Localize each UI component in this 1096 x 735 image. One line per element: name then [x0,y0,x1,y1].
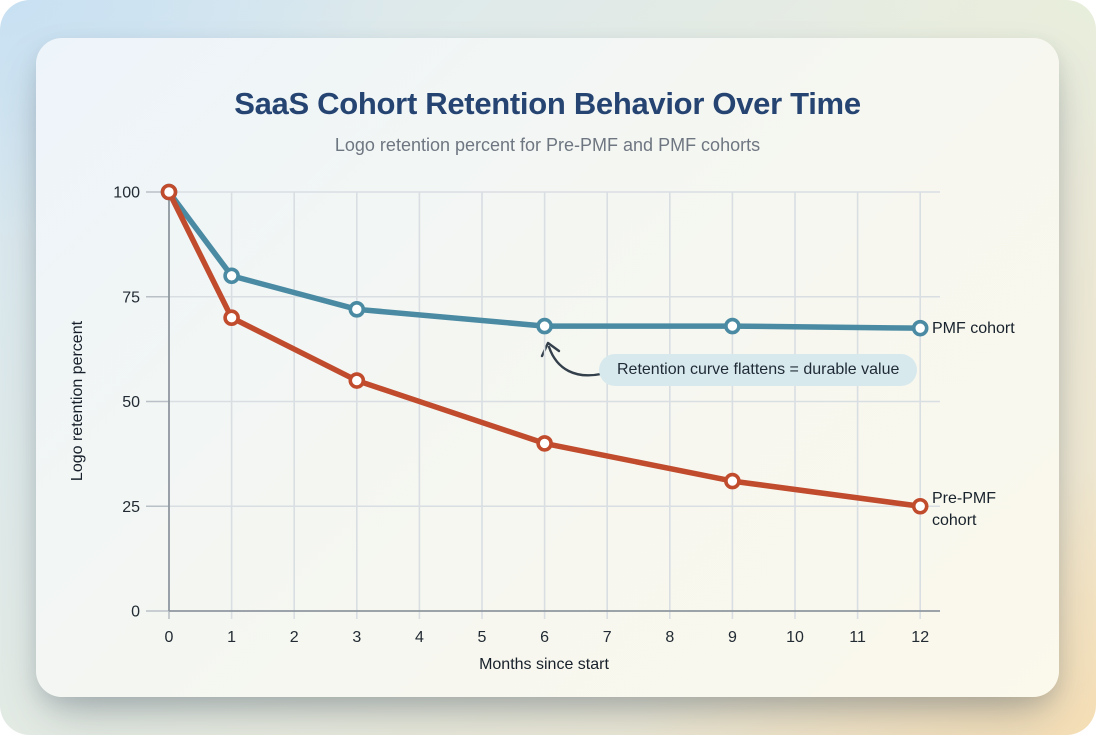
x-tick-label: 7 [603,629,612,646]
data-point [536,435,553,452]
x-tick-label: 3 [352,629,361,646]
annotation-arrow-icon [540,341,603,377]
y-tick-label: 25 [122,499,140,516]
x-tick-label: 11 [849,629,866,646]
data-point [223,309,240,327]
series-label-pre-pmf-cohort: Pre-PMF cohort [932,490,996,529]
data-point [724,472,741,490]
x-axis-title: Months since start [479,656,609,673]
y-axis-title: Logo retention percent [69,320,86,482]
annotation-callout: Retention curve flattens = durable value [599,354,918,386]
x-tick-label: 6 [540,629,549,646]
series-line [166,189,923,331]
x-tick-label: 9 [728,629,737,646]
data-point [911,319,929,337]
chart-card: SaaS Cohort Retention Behavior Over Time… [36,38,1059,697]
chart-subtitle: Logo retention percent for Pre-PMF and P… [334,135,761,155]
x-tick-label: 4 [415,629,424,646]
x-tick-label: 8 [665,629,674,646]
data-point [160,183,178,201]
y-tick-label: 0 [131,604,140,621]
x-tick-label: 0 [165,629,174,646]
x-tick-label: 10 [786,629,804,646]
data-point [911,497,929,515]
data-point [348,301,366,318]
x-tick-label: 5 [478,629,487,646]
data-point [724,317,741,335]
chart-title: SaaS Cohort Retention Behavior Over Time [234,86,861,121]
data-point [536,317,553,335]
data-point [223,267,240,285]
x-tick-label: 1 [227,629,236,646]
y-tick-label: 75 [122,289,140,306]
series-label-pmf-cohort: PMF cohort [932,320,1015,337]
x-tick-label: 2 [290,629,299,646]
y-tick-label: 100 [113,185,140,202]
x-tick-label: 12 [911,629,929,646]
y-tick-label: 50 [122,394,140,411]
data-point [348,372,366,389]
series-line [166,189,923,509]
